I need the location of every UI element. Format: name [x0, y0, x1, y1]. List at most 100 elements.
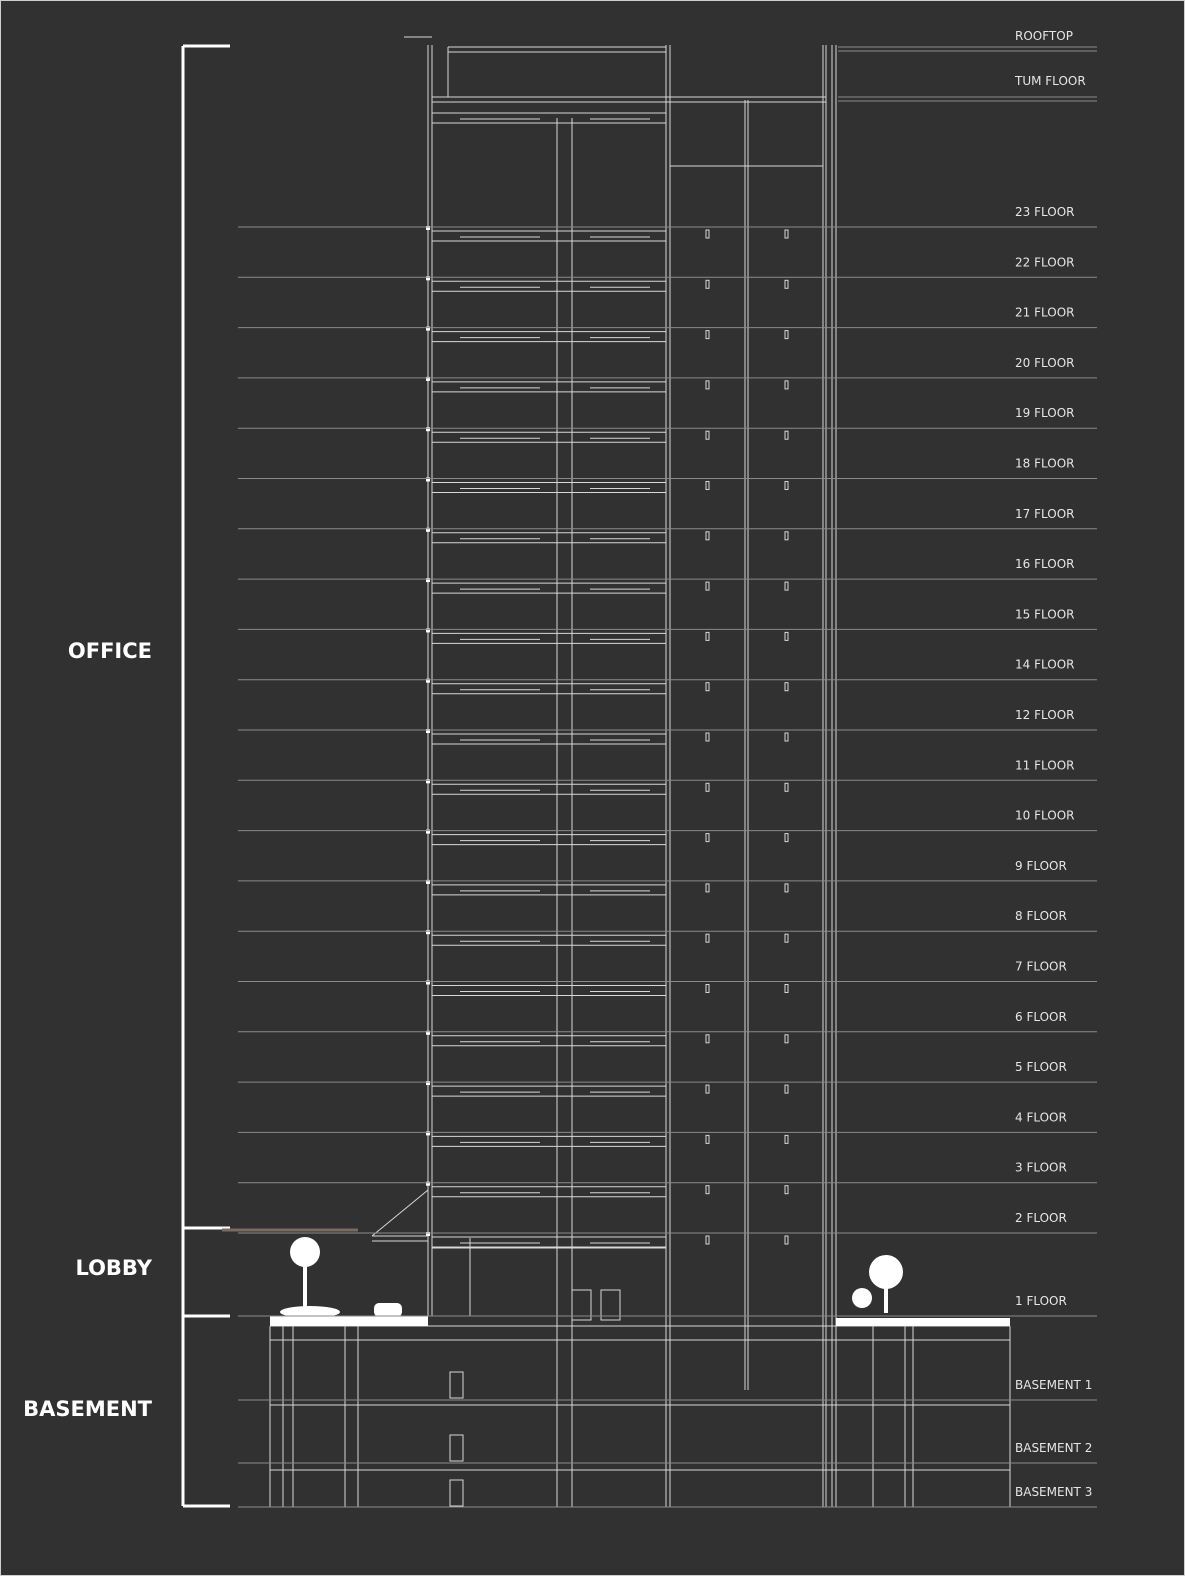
opening: [705, 531, 710, 541]
level-label: 7 FLOOR: [1015, 960, 1067, 974]
window-mark: [426, 578, 430, 583]
opening: [705, 380, 710, 390]
labels: ROOFTOP TUM FLOOR 23 FLOOR 22 FLOOR 21 FLOOR…: [23, 29, 1097, 1508]
level-label: 14 FLOOR: [1015, 658, 1074, 672]
opening: [784, 933, 789, 943]
window-mark: [426, 879, 430, 884]
opening: [705, 481, 710, 490]
window-mark: [426, 1232, 430, 1236]
window-mark: [426, 1131, 430, 1136]
level-label: 9 FLOOR: [1015, 859, 1067, 873]
window-mark: [426, 226, 430, 230]
tree: [869, 1255, 903, 1289]
tree-trunk: [884, 1285, 888, 1313]
window-mark: [426, 930, 430, 935]
opening: [784, 380, 789, 390]
window-mark: [426, 1081, 430, 1086]
window-mark: [426, 779, 430, 784]
ground: [270, 1316, 428, 1326]
window-mark: [426, 678, 430, 683]
opening: [784, 330, 789, 340]
level-label: 5 FLOOR: [1015, 1060, 1067, 1074]
stair: [449, 1371, 464, 1399]
door: [571, 1289, 592, 1321]
door: [600, 1289, 621, 1321]
level-label: 8 FLOOR: [1015, 909, 1067, 923]
window-mark: [426, 1030, 430, 1035]
window-mark: [426, 980, 430, 985]
opening: [705, 330, 710, 340]
opening: [784, 732, 789, 742]
opening: [784, 984, 789, 993]
opening: [705, 1034, 710, 1044]
shrub: [280, 1306, 340, 1318]
level-label: 6 FLOOR: [1015, 1010, 1067, 1024]
opening: [784, 531, 789, 541]
section-label: LOBBY: [75, 1256, 152, 1280]
opening: [784, 631, 789, 641]
level-label: 2 FLOOR: [1015, 1211, 1067, 1225]
opening: [784, 883, 789, 893]
opening: [784, 1235, 789, 1245]
level-label: 18 FLOOR: [1015, 457, 1074, 471]
level-label: 21 FLOOR: [1015, 306, 1074, 320]
level-label: 10 FLOOR: [1015, 809, 1074, 823]
opening: [705, 1185, 710, 1195]
opening: [784, 229, 789, 239]
opening: [705, 984, 710, 993]
window-mark: [426, 628, 430, 633]
level-label: 3 FLOOR: [1015, 1161, 1067, 1175]
level-label: TUM FLOOR: [1014, 74, 1086, 88]
car: [374, 1303, 402, 1317]
window-mark: [426, 427, 430, 432]
level-label: 23 FLOOR: [1015, 205, 1074, 219]
level-label: ROOFTOP: [1015, 29, 1073, 43]
building: [269, 36, 1011, 1507]
opening: [784, 1185, 789, 1195]
opening: [784, 1034, 789, 1044]
stair: [449, 1479, 464, 1507]
opening: [784, 782, 789, 792]
level-label: BASEMENT 1: [1015, 1378, 1092, 1392]
structure-line: [371, 1189, 429, 1237]
opening: [705, 631, 710, 641]
window-mark: [426, 527, 430, 532]
opening: [784, 481, 789, 490]
opening: [784, 430, 789, 440]
opening: [784, 279, 789, 289]
stair: [449, 1434, 464, 1462]
tree-trunk: [303, 1260, 307, 1310]
opening: [705, 682, 710, 692]
opening: [705, 279, 710, 289]
opening: [705, 732, 710, 742]
opening: [705, 883, 710, 893]
window-mark: [426, 276, 430, 281]
level-label: 20 FLOOR: [1015, 356, 1074, 370]
ground: [836, 1318, 1010, 1326]
window-mark: [426, 326, 430, 331]
window-mark: [426, 376, 430, 381]
level-label: 11 FLOOR: [1015, 758, 1074, 772]
opening: [705, 833, 710, 843]
opening: [784, 1084, 789, 1094]
opening: [705, 1084, 710, 1094]
window-mark: [426, 829, 430, 834]
level-label: BASEMENT 3: [1015, 1485, 1092, 1499]
level-label: 17 FLOOR: [1015, 507, 1074, 521]
opening: [705, 1134, 710, 1144]
window-mark: [426, 729, 430, 733]
opening: [784, 581, 789, 591]
opening: [784, 833, 789, 843]
window-mark: [426, 1181, 430, 1186]
level-label: 15 FLOOR: [1015, 607, 1074, 621]
opening: [784, 682, 789, 692]
opening: [784, 1134, 789, 1144]
level-label: 22 FLOOR: [1015, 255, 1074, 269]
level-label: 4 FLOOR: [1015, 1110, 1067, 1124]
opening: [705, 581, 710, 591]
opening: [705, 229, 710, 239]
bracket: [181, 44, 230, 1508]
level-label: 12 FLOOR: [1015, 708, 1074, 722]
